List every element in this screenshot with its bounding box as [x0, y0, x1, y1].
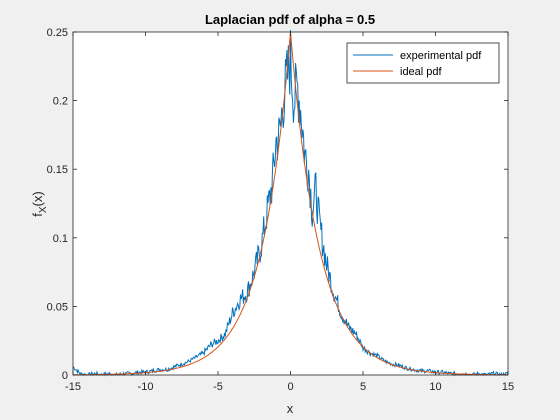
- y-axis-label-subscript: X: [38, 206, 49, 213]
- x-tick-label: 10: [429, 381, 441, 393]
- legend: experimental pdf ideal pdf: [346, 42, 500, 84]
- plot-area: [73, 32, 508, 375]
- legend-label-experimental: experimental pdf: [400, 50, 482, 62]
- x-tick-label: -5: [213, 381, 223, 393]
- y-tick-label: 0: [62, 370, 68, 382]
- y-ticks: 0 0.05 0.1 0.15 0.2 0.25: [47, 27, 508, 382]
- y-axis-label: fX(x): [30, 191, 49, 216]
- y-axis-label-tail: (x): [30, 191, 45, 206]
- x-tick-label: -15: [65, 381, 81, 393]
- y-tick-label: 0.15: [47, 164, 68, 176]
- y-axis-label-main: f: [30, 213, 45, 217]
- y-tick-label: 0.1: [53, 233, 68, 245]
- x-tick-label: 0: [287, 381, 293, 393]
- x-tick-label: -10: [138, 381, 154, 393]
- y-tick-label: 0.25: [47, 27, 68, 39]
- x-tick-label: 15: [502, 381, 514, 393]
- y-tick-label: 0.05: [47, 301, 68, 313]
- x-tick-label: 5: [360, 381, 366, 393]
- legend-box: [346, 42, 500, 84]
- y-tick-label: 0.2: [53, 96, 68, 108]
- x-axis-label: x: [287, 401, 294, 416]
- x-ticks: -15 -10 -5 0 5 10 15: [65, 32, 514, 393]
- chart-title: Laplacian pdf of alpha = 0.5: [205, 12, 375, 27]
- legend-label-ideal: ideal pdf: [400, 66, 443, 78]
